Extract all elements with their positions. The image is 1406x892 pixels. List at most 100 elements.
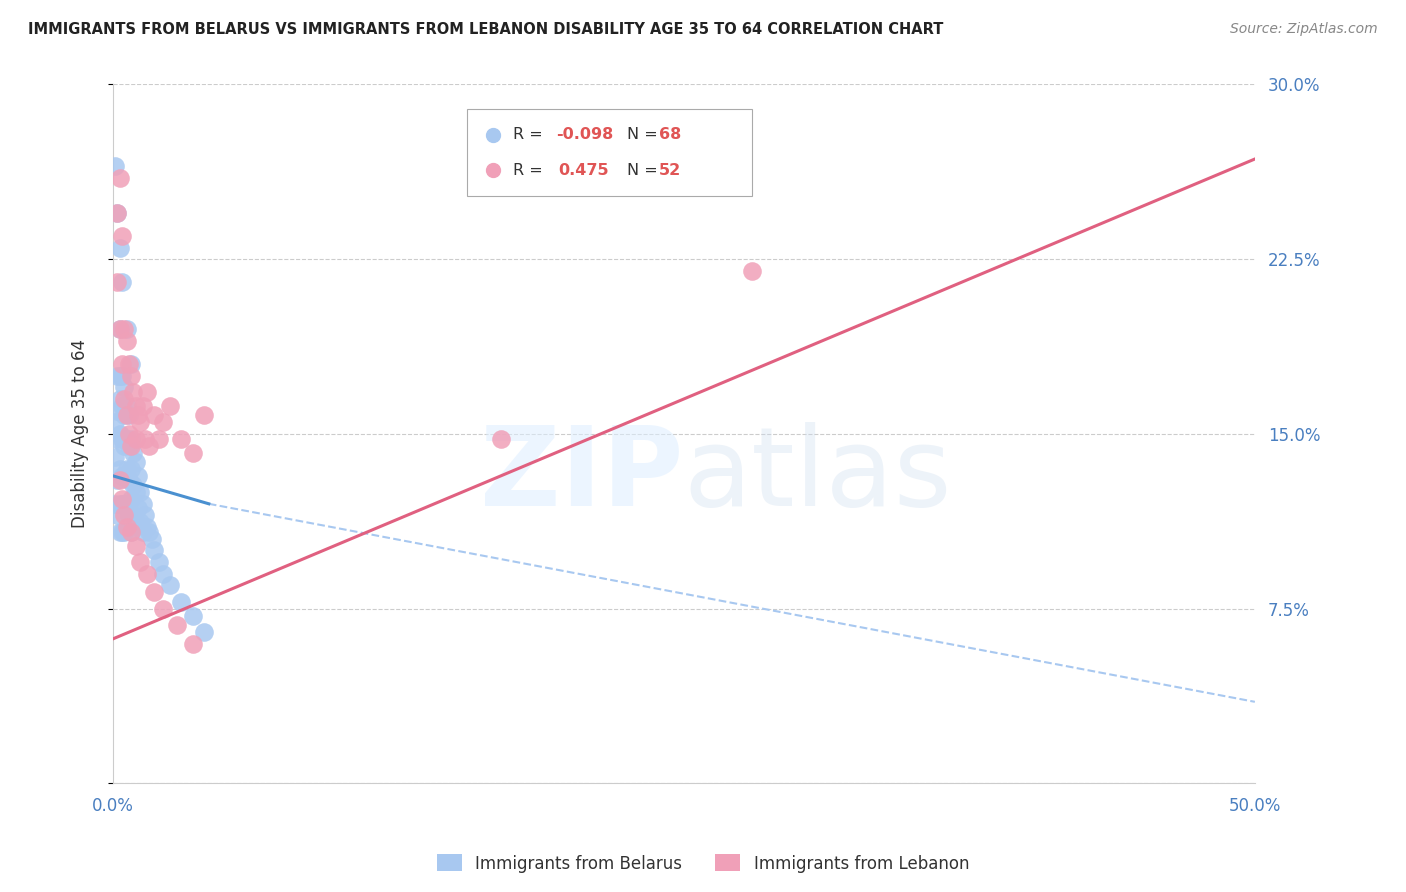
Point (115, 432, 138, 446)
Point (136, 520, 159, 534)
Point (111, 399, 134, 413)
Point (159, 399, 181, 413)
Point (193, 409, 215, 423)
Point (118, 426, 141, 441)
Point (131, 524, 153, 539)
Text: N =: N = (627, 162, 662, 178)
Point (125, 516, 148, 530)
Point (107, 205, 129, 219)
Point (111, 492, 134, 507)
Point (125, 539, 148, 553)
FancyBboxPatch shape (467, 109, 752, 196)
Point (115, 462, 138, 476)
Point (122, 384, 145, 399)
Point (141, 532, 163, 546)
Point (108, 322, 131, 336)
Point (152, 566, 174, 581)
Legend: Immigrants from Belarus, Immigrants from Lebanon: Immigrants from Belarus, Immigrants from… (430, 847, 976, 880)
Point (131, 399, 153, 413)
Point (107, 205, 129, 219)
Point (159, 578, 181, 592)
Point (136, 566, 159, 581)
Point (112, 322, 135, 336)
Point (108, 392, 131, 406)
Point (107, 403, 129, 417)
Point (148, 555, 170, 569)
Point (115, 497, 138, 511)
Point (127, 409, 149, 423)
Point (122, 478, 145, 492)
Point (134, 508, 156, 523)
Point (107, 368, 129, 383)
Point (112, 409, 135, 423)
Point (152, 601, 174, 615)
Point (108, 474, 131, 488)
Point (112, 468, 135, 483)
Point (127, 468, 149, 483)
Point (136, 384, 159, 399)
Point (120, 438, 142, 452)
Point (120, 357, 142, 371)
Point (143, 543, 166, 558)
Point (112, 438, 135, 452)
Point (127, 501, 149, 516)
Text: -0.098: -0.098 (555, 128, 613, 143)
Point (111, 468, 134, 483)
Point (741, 264, 763, 278)
Point (125, 432, 148, 446)
Point (125, 485, 148, 500)
Point (108, 426, 131, 441)
Point (170, 594, 193, 608)
Point (111, 228, 134, 243)
Point (125, 399, 148, 413)
Point (118, 508, 141, 523)
Point (193, 624, 215, 639)
Point (107, 508, 129, 523)
Point (104, 450, 127, 465)
Point (111, 276, 134, 290)
Text: 52: 52 (659, 162, 681, 178)
Point (125, 455, 148, 469)
Point (118, 438, 141, 452)
Point (107, 276, 129, 290)
Point (129, 555, 152, 569)
Point (120, 368, 142, 383)
Point (111, 368, 134, 383)
Text: atlas: atlas (683, 422, 952, 529)
Text: 68: 68 (659, 128, 681, 143)
Text: R =: R = (513, 162, 553, 178)
Point (111, 357, 134, 371)
Point (152, 415, 174, 429)
Point (112, 380, 135, 394)
Point (129, 485, 152, 500)
Point (118, 474, 141, 488)
Point (143, 585, 166, 599)
Point (181, 445, 204, 459)
Text: 0.475: 0.475 (558, 162, 609, 178)
Point (131, 497, 153, 511)
Point (166, 618, 188, 632)
Point (104, 159, 127, 173)
Point (170, 432, 193, 446)
Point (120, 524, 142, 539)
Point (143, 409, 166, 423)
Point (111, 497, 134, 511)
Point (107, 432, 129, 446)
Point (111, 432, 134, 446)
Point (108, 368, 131, 383)
Point (115, 399, 138, 413)
Point (115, 520, 138, 534)
Point (122, 445, 145, 459)
Point (115, 409, 138, 423)
Point (115, 334, 138, 348)
Text: N =: N = (627, 128, 662, 143)
Point (108, 462, 131, 476)
Point (120, 462, 142, 476)
Text: IMMIGRANTS FROM BELARUS VS IMMIGRANTS FROM LEBANON DISABILITY AGE 35 TO 64 CORRE: IMMIGRANTS FROM BELARUS VS IMMIGRANTS FR… (28, 22, 943, 37)
Point (138, 524, 160, 539)
Point (107, 474, 129, 488)
Point (129, 516, 152, 530)
Point (108, 170, 131, 185)
Point (111, 524, 134, 539)
Point (104, 497, 127, 511)
